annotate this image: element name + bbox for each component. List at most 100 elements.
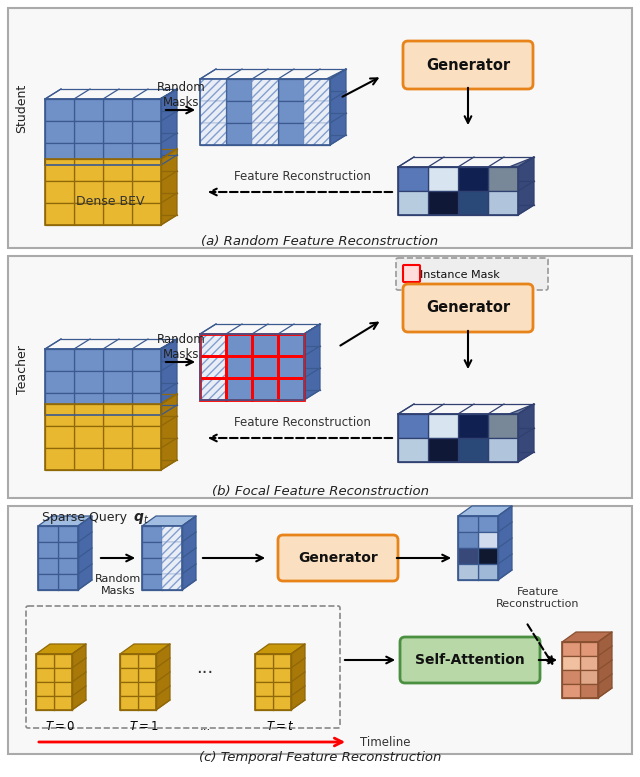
Polygon shape	[255, 696, 273, 710]
Polygon shape	[120, 654, 138, 668]
Polygon shape	[54, 654, 72, 668]
Polygon shape	[132, 393, 161, 415]
Polygon shape	[226, 334, 252, 356]
FancyBboxPatch shape	[403, 284, 533, 332]
Polygon shape	[120, 668, 138, 682]
Polygon shape	[330, 69, 346, 145]
Polygon shape	[58, 558, 78, 574]
Polygon shape	[103, 426, 132, 448]
Polygon shape	[200, 378, 226, 400]
Polygon shape	[252, 123, 278, 145]
Polygon shape	[132, 99, 161, 121]
Polygon shape	[304, 324, 320, 400]
FancyBboxPatch shape	[403, 41, 533, 89]
Polygon shape	[142, 542, 162, 558]
Text: Teacher: Teacher	[15, 346, 29, 395]
Polygon shape	[458, 516, 478, 532]
Polygon shape	[132, 448, 161, 470]
Polygon shape	[200, 79, 226, 101]
Polygon shape	[458, 548, 478, 564]
Polygon shape	[142, 574, 162, 590]
Polygon shape	[255, 644, 305, 654]
Polygon shape	[120, 644, 170, 654]
Polygon shape	[580, 642, 598, 656]
Polygon shape	[132, 159, 161, 181]
FancyBboxPatch shape	[8, 256, 632, 498]
Text: Feature Reconstruction: Feature Reconstruction	[234, 170, 371, 183]
Polygon shape	[72, 644, 86, 710]
Polygon shape	[398, 167, 428, 191]
Text: ...: ...	[196, 659, 214, 677]
Polygon shape	[162, 542, 182, 558]
Polygon shape	[138, 682, 156, 696]
Polygon shape	[74, 99, 103, 121]
Polygon shape	[458, 414, 488, 438]
Polygon shape	[200, 101, 226, 123]
Polygon shape	[304, 79, 330, 101]
Polygon shape	[252, 101, 278, 123]
Polygon shape	[278, 356, 304, 378]
Polygon shape	[38, 526, 58, 542]
Polygon shape	[132, 121, 161, 143]
Polygon shape	[45, 203, 74, 225]
Polygon shape	[58, 574, 78, 590]
Polygon shape	[398, 404, 534, 452]
Text: Instance Mask: Instance Mask	[420, 270, 500, 280]
Polygon shape	[200, 123, 226, 145]
Polygon shape	[74, 159, 103, 181]
Polygon shape	[458, 532, 478, 548]
Text: Feature
Reconstruction: Feature Reconstruction	[496, 587, 580, 609]
Polygon shape	[304, 101, 330, 123]
Polygon shape	[103, 203, 132, 225]
Polygon shape	[161, 149, 177, 225]
Polygon shape	[36, 682, 54, 696]
Polygon shape	[45, 159, 74, 181]
Polygon shape	[200, 356, 226, 378]
Polygon shape	[428, 438, 458, 462]
Polygon shape	[273, 696, 291, 710]
Polygon shape	[103, 181, 132, 203]
Polygon shape	[103, 143, 132, 165]
FancyBboxPatch shape	[8, 8, 632, 248]
Text: Timeline: Timeline	[360, 736, 410, 748]
Polygon shape	[74, 393, 103, 415]
Polygon shape	[398, 191, 428, 215]
Polygon shape	[38, 516, 92, 526]
Polygon shape	[458, 506, 512, 516]
Polygon shape	[304, 79, 330, 101]
Polygon shape	[161, 394, 177, 470]
Text: $T=t$: $T=t$	[266, 720, 294, 733]
Polygon shape	[74, 404, 103, 426]
Polygon shape	[255, 654, 273, 668]
Polygon shape	[458, 191, 488, 215]
Polygon shape	[38, 542, 58, 558]
Polygon shape	[45, 349, 74, 371]
Polygon shape	[45, 394, 177, 460]
Polygon shape	[478, 564, 498, 580]
Polygon shape	[138, 668, 156, 682]
Polygon shape	[74, 181, 103, 203]
Polygon shape	[36, 696, 54, 710]
Polygon shape	[304, 123, 330, 145]
Polygon shape	[226, 101, 252, 123]
Polygon shape	[45, 426, 74, 448]
Polygon shape	[138, 696, 156, 710]
Polygon shape	[120, 696, 138, 710]
Text: $\boldsymbol{q}_t$: $\boldsymbol{q}_t$	[133, 510, 149, 525]
Polygon shape	[132, 203, 161, 225]
Polygon shape	[162, 574, 182, 590]
Text: Random
Masks: Random Masks	[95, 574, 141, 596]
Polygon shape	[304, 101, 330, 123]
Polygon shape	[74, 426, 103, 448]
Polygon shape	[182, 516, 196, 590]
Polygon shape	[162, 558, 182, 574]
Polygon shape	[226, 123, 252, 145]
Polygon shape	[580, 670, 598, 684]
Polygon shape	[226, 356, 252, 378]
Text: Generator: Generator	[426, 57, 510, 72]
Polygon shape	[428, 191, 458, 215]
Polygon shape	[132, 349, 161, 371]
Polygon shape	[252, 79, 278, 101]
Polygon shape	[562, 642, 580, 656]
Polygon shape	[518, 404, 534, 462]
